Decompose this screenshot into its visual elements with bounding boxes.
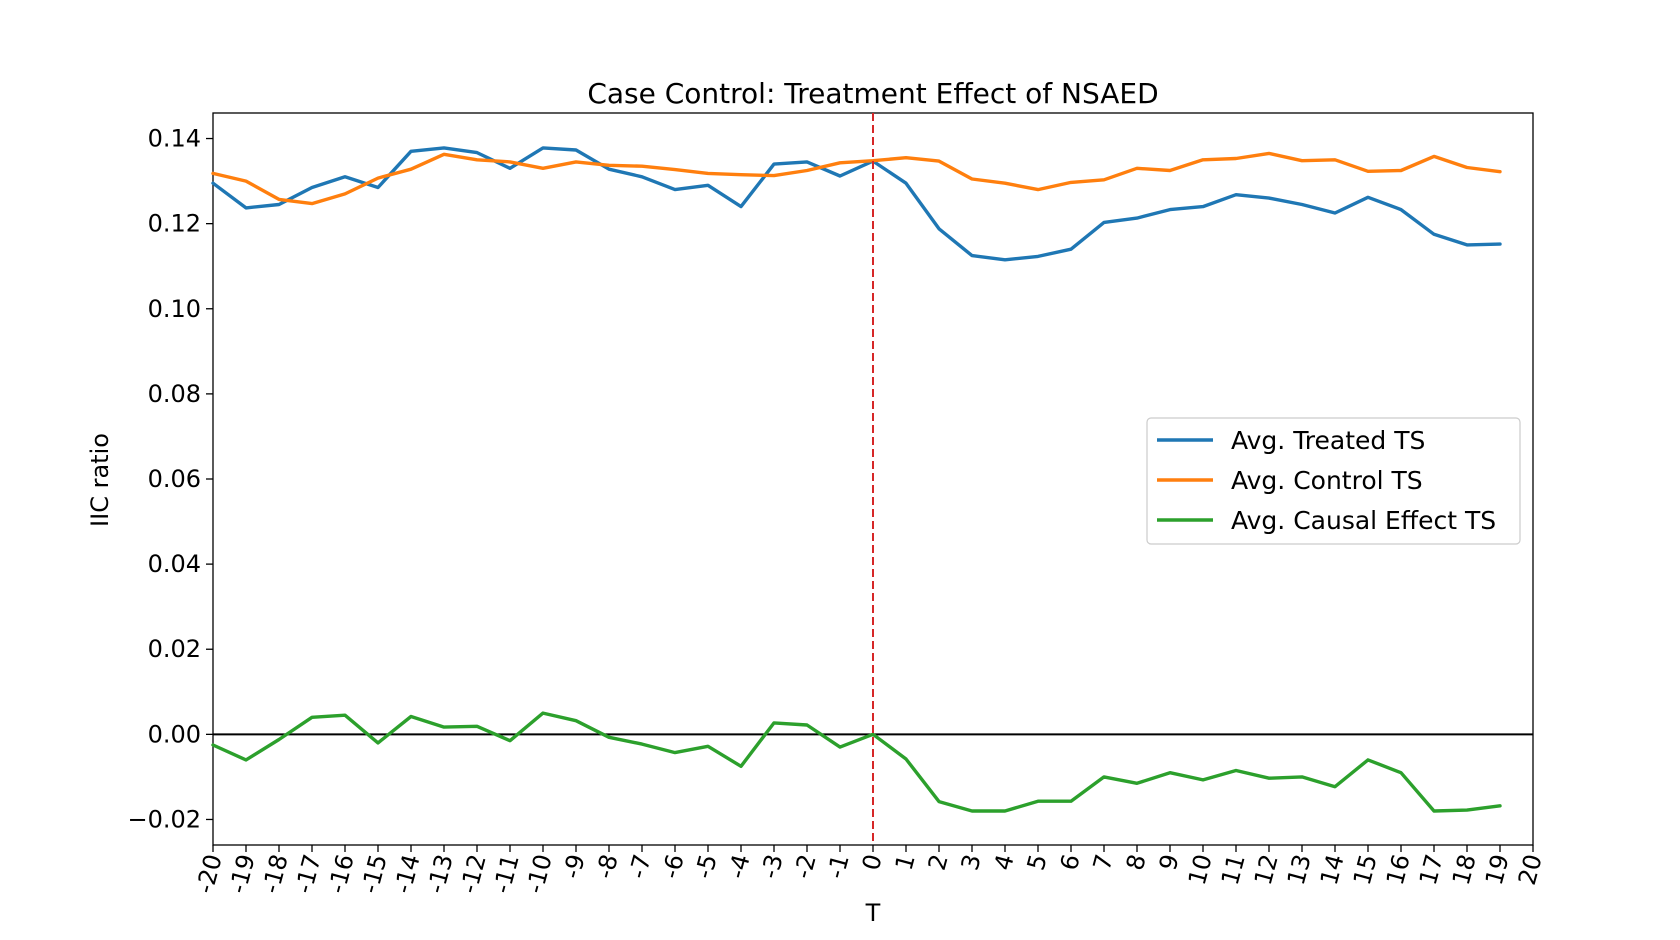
x-tick-label: 15 [1348, 851, 1383, 888]
x-tick-label: -19 [224, 851, 261, 896]
x-tick-label: 8 [1121, 851, 1152, 873]
legend-box [1146, 417, 1521, 545]
x-tick-label: -8 [591, 851, 624, 881]
legend-entry-2: Avg. Causal Effect TS [1231, 506, 1496, 535]
x-tick-label: -11 [488, 851, 525, 896]
x-tick-label: -1 [822, 851, 855, 881]
x-tick-label: -15 [356, 851, 393, 896]
series-line-0 [211, 146, 1502, 262]
plot-area: −0.020.000.020.040.060.080.100.120.14-20… [127, 112, 1548, 896]
y-tick-label: 0.14 [148, 125, 201, 153]
x-tick-label: -10 [521, 851, 558, 896]
x-tick-label: -3 [756, 851, 789, 881]
y-tick-label: 0.00 [148, 720, 201, 748]
x-tick-label: -12 [455, 851, 492, 896]
x-tick-label: 4 [989, 851, 1020, 873]
x-tick-label: -2 [789, 851, 822, 881]
x-tick-label: 5 [1022, 851, 1053, 873]
chart-title: Case Control: Treatment Effect of NSAED [587, 77, 1158, 110]
x-tick-label: -6 [657, 851, 690, 881]
x-tick-label: 20 [1513, 851, 1548, 888]
y-tick-label: 0.02 [148, 635, 201, 663]
x-tick-label: -7 [624, 851, 657, 881]
x-tick-label: 17 [1414, 851, 1449, 888]
x-tick-label: 1 [890, 851, 921, 873]
x-tick-label: -17 [290, 851, 327, 896]
legend-entry-0: Avg. Treated TS [1231, 426, 1425, 455]
x-tick-label: -13 [422, 851, 459, 896]
y-tick-label: 0.12 [148, 210, 201, 238]
x-tick-label: 14 [1315, 851, 1350, 888]
x-tick-label: 19 [1480, 851, 1515, 888]
x-tick-label: -9 [558, 851, 591, 881]
y-axis-label: IIC ratio [86, 433, 114, 527]
x-tick-label: 3 [956, 851, 987, 873]
x-tick-label: -18 [257, 851, 294, 896]
legend-entry-1: Avg. Control TS [1231, 466, 1423, 495]
x-tick-label: 0 [857, 851, 888, 873]
x-tick-label: 11 [1216, 851, 1251, 888]
x-axis-label: T [865, 899, 881, 927]
y-tick-label: 0.10 [148, 295, 201, 323]
y-tick-label: 0.06 [148, 465, 201, 493]
x-tick-label: 7 [1088, 851, 1119, 873]
x-tick-label: -14 [389, 851, 426, 896]
series-line-2 [211, 711, 1502, 813]
x-tick-label: 6 [1055, 851, 1086, 873]
x-tick-label: -20 [191, 851, 228, 896]
x-tick-label: 18 [1447, 851, 1482, 888]
x-tick-label: 9 [1154, 851, 1185, 873]
y-tick-label: −0.02 [127, 805, 201, 833]
x-tick-label: 10 [1183, 851, 1218, 888]
x-tick-label: 16 [1381, 851, 1416, 888]
y-tick-label: 0.04 [148, 550, 201, 578]
x-tick-label: -16 [323, 851, 360, 896]
series-line-1 [211, 151, 1502, 206]
x-tick-label: 12 [1249, 851, 1284, 888]
x-tick-label: -4 [723, 851, 756, 881]
x-tick-label: 2 [923, 851, 954, 873]
y-tick-label: 0.08 [148, 380, 201, 408]
x-tick-label: 13 [1282, 851, 1317, 888]
x-tick-label: -5 [690, 851, 723, 881]
